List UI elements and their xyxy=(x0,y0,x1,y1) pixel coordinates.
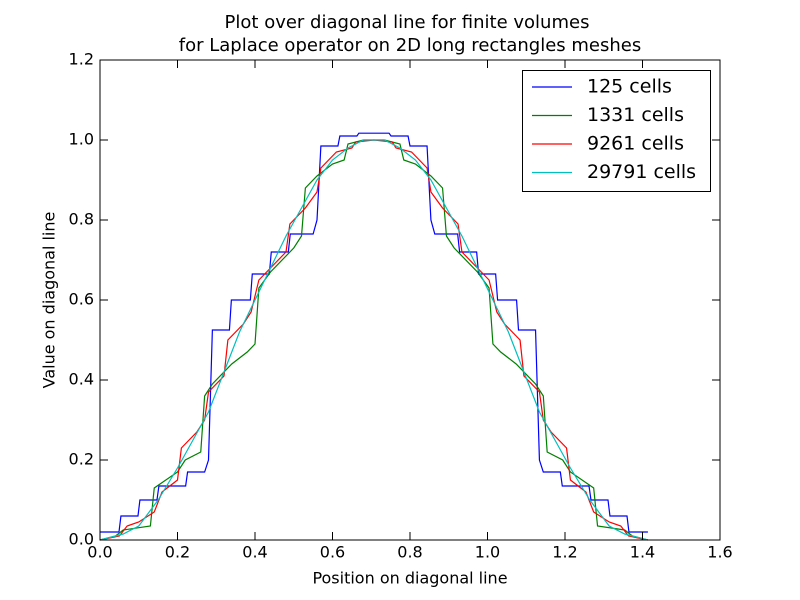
y-tick-label: 1.0 xyxy=(69,130,94,149)
x-tick-label: 1.2 xyxy=(552,543,577,562)
x-tick-label: 0.2 xyxy=(165,543,190,562)
legend-label: 29791 cells xyxy=(587,161,696,183)
x-tick-label: 0.8 xyxy=(397,543,422,562)
x-axis-label: Position on diagonal line xyxy=(312,569,507,588)
x-tick-label: 0.6 xyxy=(320,543,345,562)
x-tick-label: 1.4 xyxy=(630,543,655,562)
legend-label: 9261 cells xyxy=(587,133,684,155)
chart-title: Plot over diagonal line for finite volum… xyxy=(225,12,590,33)
x-tick-label: 1.6 xyxy=(707,543,732,562)
x-tick-label: 1.0 xyxy=(475,543,500,562)
y-tick-label: 1.2 xyxy=(69,50,94,69)
y-tick-label: 0.6 xyxy=(69,290,94,309)
x-tick-label: 0.0 xyxy=(87,543,112,562)
chart-title: for Laplace operator on 2D long rectangl… xyxy=(179,35,641,56)
series-line xyxy=(100,132,648,533)
y-axis-label: Value on diagonal line xyxy=(40,212,59,389)
plot-area xyxy=(99,132,649,541)
x-tick-label: 0.4 xyxy=(242,543,267,562)
y-tick-label: 0.8 xyxy=(69,210,94,229)
legend-label: 1331 cells xyxy=(587,104,684,126)
y-tick-label: 0.0 xyxy=(69,530,94,549)
y-tick-label: 0.2 xyxy=(69,450,94,469)
legend-label: 125 cells xyxy=(587,76,672,98)
series-line xyxy=(99,139,649,541)
y-tick-label: 0.4 xyxy=(69,370,94,389)
legend-box xyxy=(522,70,711,192)
